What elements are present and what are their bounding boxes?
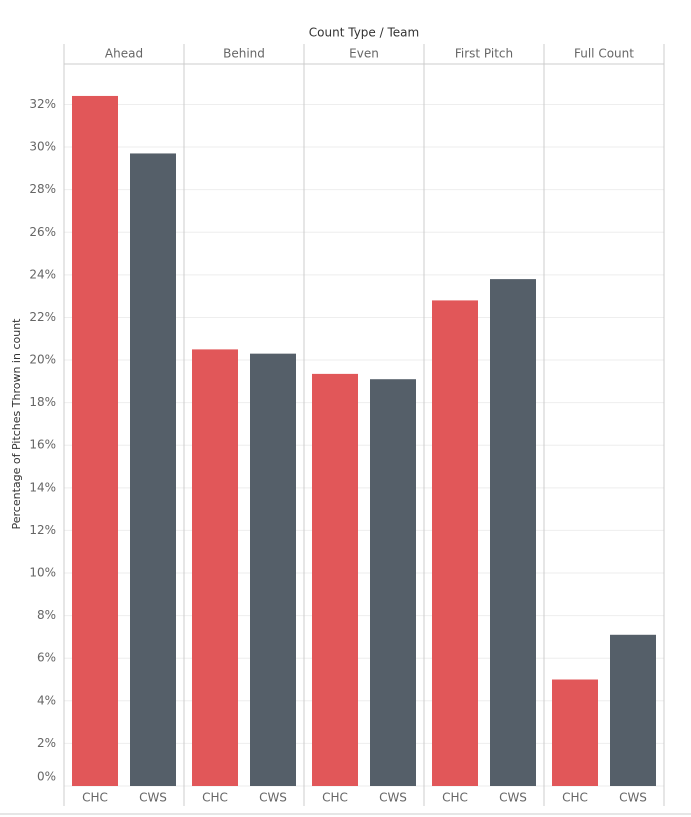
y-tick-label: 14% [29, 480, 56, 494]
x-tick-label: CWS [619, 791, 647, 805]
y-tick-label: 30% [29, 140, 56, 154]
y-tick-label: 6% [37, 651, 56, 665]
y-tick-label: 2% [37, 736, 56, 750]
column-header: Even [349, 47, 379, 61]
bar [490, 279, 536, 786]
x-axis-title: Count Type / Team [309, 26, 419, 40]
y-tick-label: 24% [29, 267, 56, 281]
bar [312, 373, 358, 786]
x-tick-label: CHC [82, 791, 108, 805]
y-tick-label: 18% [29, 395, 56, 409]
y-tick-label: 22% [29, 310, 56, 324]
y-tick-label: 26% [29, 225, 56, 239]
x-tick-label: CWS [139, 791, 167, 805]
bar [370, 379, 416, 786]
y-tick-label: 4% [37, 693, 56, 707]
bar [432, 300, 478, 786]
column-header: First Pitch [455, 47, 513, 61]
y-tick-label: 32% [29, 97, 56, 111]
x-tick-label: CHC [202, 791, 228, 805]
y-tick-label: 28% [29, 182, 56, 196]
y-tick-label: 16% [29, 438, 56, 452]
x-tick-label: CWS [379, 791, 407, 805]
x-tick-label: CWS [499, 791, 527, 805]
bar [72, 95, 118, 786]
bar [610, 634, 656, 786]
x-tick-label: CWS [259, 791, 287, 805]
bar [192, 349, 238, 786]
bar [250, 353, 296, 786]
y-tick-label: 0% [37, 770, 56, 784]
y-tick-label: 12% [29, 523, 56, 537]
column-header: Full Count [574, 47, 634, 61]
column-header: Ahead [105, 47, 143, 61]
bar [552, 679, 598, 786]
x-tick-label: CHC [562, 791, 588, 805]
y-tick-label: 10% [29, 566, 56, 580]
column-header: Behind [223, 47, 265, 61]
y-tick-label: 8% [37, 608, 56, 622]
y-tick-label: 20% [29, 353, 56, 367]
bar [130, 153, 176, 787]
x-tick-label: CHC [322, 791, 348, 805]
x-tick-label: CHC [442, 791, 468, 805]
y-axis-title: Percentage of Pitches Thrown in count [10, 318, 23, 530]
